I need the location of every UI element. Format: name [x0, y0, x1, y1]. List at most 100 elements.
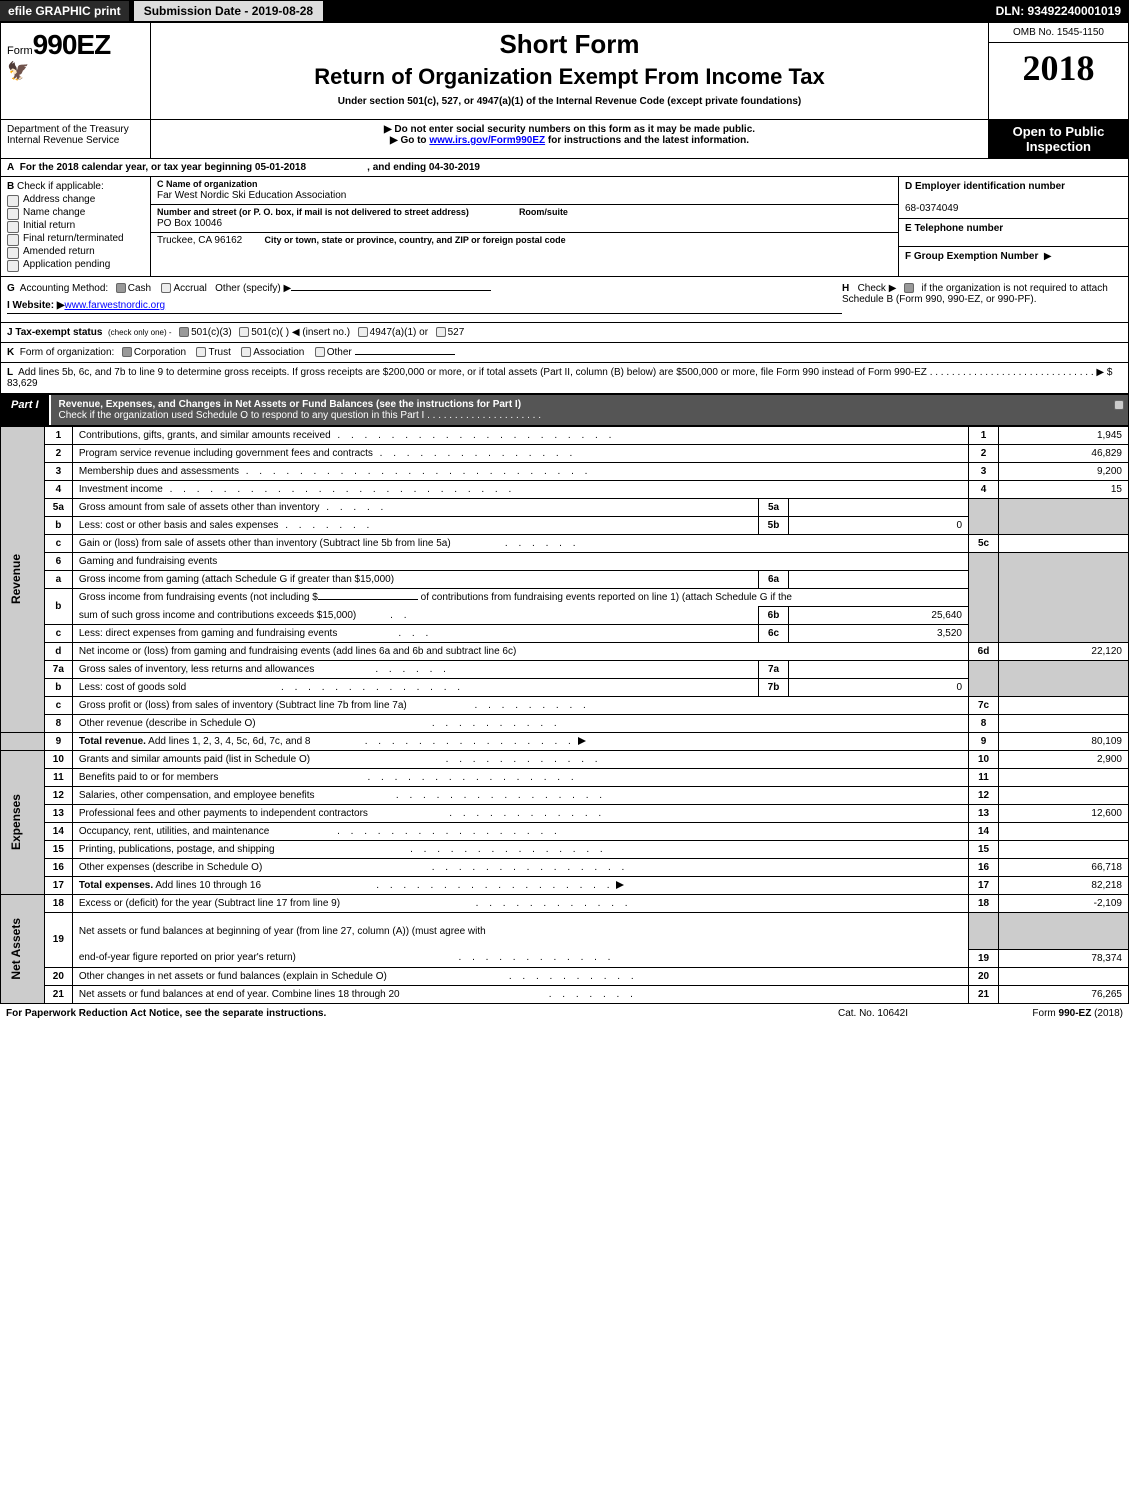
k-trust-checkbox[interactable] — [196, 347, 206, 357]
grey-6 — [969, 553, 999, 643]
other-specify-line[interactable] — [291, 290, 491, 291]
irs-seal-icon: 🦅 — [7, 61, 29, 81]
check-address[interactable]: Address change — [7, 194, 144, 205]
ln-20-val — [999, 967, 1129, 985]
ln-12-desc: Salaries, other compensation, and employ… — [72, 787, 968, 805]
period-text2: , and ending 04-30-2019 — [367, 162, 480, 173]
cash-checkbox[interactable] — [116, 283, 126, 293]
ln-8-num: 8 — [44, 715, 72, 733]
check-amended[interactable]: Amended return — [7, 246, 144, 257]
ln-17-num: 17 — [44, 877, 72, 895]
irs-link[interactable]: www.irs.gov/Form990EZ — [429, 135, 545, 146]
ln-20-rnum: 20 — [969, 967, 999, 985]
ln-3-desc: Membership dues and assessments . . . . … — [72, 463, 968, 481]
city-box: Truckee, CA 96162 City or town, state or… — [151, 233, 898, 261]
g-label: G — [7, 283, 15, 294]
line-9: 9 Total revenue. Add lines 1, 2, 3, 4, 5… — [1, 733, 1129, 751]
k-o4: Other — [327, 347, 352, 358]
line-13: 13 Professional fees and other payments … — [1, 805, 1129, 823]
j-501c3-checkbox[interactable] — [179, 327, 189, 337]
k-other-line[interactable] — [355, 354, 455, 355]
k-text: Form of organization: — [20, 347, 115, 358]
k-corp-checkbox[interactable] — [122, 347, 132, 357]
return-title: Return of Organization Exempt From Incom… — [171, 64, 968, 90]
ln-4-val: 15 — [999, 481, 1129, 499]
check-name[interactable]: Name change — [7, 207, 144, 218]
ln-6b-mid: 6b — [759, 607, 789, 625]
fundraising-amount-line[interactable] — [318, 599, 418, 600]
group-exemption-box: F Group Exemption Number ▶ — [899, 247, 1128, 275]
ln-6a-mval — [789, 571, 969, 589]
ln-8-rnum: 8 — [969, 715, 999, 733]
j-4947-checkbox[interactable] — [358, 327, 368, 337]
h-check: H Check ▶ if the organization is not req… — [842, 283, 1122, 316]
arrow-icon — [578, 737, 586, 745]
e-label: E Telephone number — [905, 223, 1003, 234]
ln-20-num: 20 — [44, 967, 72, 985]
form-number-box: Form990EZ 🦅 — [1, 23, 151, 119]
dept-row: Department of the Treasury Internal Reve… — [0, 120, 1129, 159]
line-8: 8 Other revenue (describe in Schedule O)… — [1, 715, 1129, 733]
k-assoc-checkbox[interactable] — [241, 347, 251, 357]
ln-1-num: 1 — [44, 427, 72, 445]
k-other-checkbox[interactable] — [315, 347, 325, 357]
ln-10-val: 2,900 — [999, 751, 1129, 769]
h-checkbox[interactable] — [904, 283, 914, 293]
netassets-sidebar: Net Assets — [1, 895, 45, 1004]
line-2: 2 Program service revenue including gove… — [1, 445, 1129, 463]
ln-7b-num: b — [44, 679, 72, 697]
ln-7c-num: c — [44, 697, 72, 715]
line-3: 3 Membership dues and assessments . . . … — [1, 463, 1129, 481]
g-cash: Cash — [128, 283, 151, 294]
ghi-left: G Accounting Method: Cash Accrual Other … — [7, 283, 842, 316]
ln-7a-num: 7a — [44, 661, 72, 679]
check-final[interactable]: Final return/terminated — [7, 233, 144, 244]
l-label: L — [7, 367, 13, 378]
period-text1: For the 2018 calendar year, or tax year … — [20, 162, 306, 173]
k-o3: Association — [253, 347, 304, 358]
ln-6a-mid: 6a — [759, 571, 789, 589]
line-5a: 5a Gross amount from sale of assets othe… — [1, 499, 1129, 517]
short-form-title: Short Form — [171, 29, 968, 60]
part-1-label: Part I — [1, 395, 51, 425]
part-1-checkbox[interactable] — [1108, 395, 1128, 425]
ln-15-desc: Printing, publications, postage, and shi… — [72, 841, 968, 859]
g-accrual: Accrual — [173, 283, 206, 294]
org-info: C Name of organization Far West Nordic S… — [151, 177, 898, 276]
grey-5v — [999, 499, 1129, 535]
city: Truckee, CA 96162 — [157, 235, 242, 246]
k-o1: Corporation — [134, 347, 186, 358]
line-5b: b Less: cost or other basis and sales ex… — [1, 517, 1129, 535]
accrual-checkbox[interactable] — [161, 283, 171, 293]
ln-12-rnum: 12 — [969, 787, 999, 805]
h-label: H — [842, 283, 849, 294]
check-pending[interactable]: Application pending — [7, 259, 144, 270]
ln-16-desc: Other expenses (describe in Schedule O) … — [72, 859, 968, 877]
ln-12-num: 12 — [44, 787, 72, 805]
ln-17-desc: Total expenses. Add lines 10 through 16 … — [72, 877, 968, 895]
revenue-sidebar: Revenue — [1, 427, 45, 733]
ln-3-val: 9,200 — [999, 463, 1129, 481]
ln-4-desc: Investment income . . . . . . . . . . . … — [72, 481, 968, 499]
website-link[interactable]: www.farwestnordic.org — [65, 300, 166, 311]
j-527-checkbox[interactable] — [436, 327, 446, 337]
check-initial[interactable]: Initial return — [7, 220, 144, 231]
netassets-label: Net Assets — [7, 898, 27, 1000]
note-goto-pre: ▶ Go to — [390, 135, 429, 146]
d-label: D Employer identification number — [905, 181, 1065, 192]
grey-7 — [969, 661, 999, 697]
ln-5a-mval — [789, 499, 969, 517]
ln-11-rnum: 11 — [969, 769, 999, 787]
accounting-method: G Accounting Method: Cash Accrual Other … — [7, 283, 842, 294]
ln-5a-mid: 5a — [759, 499, 789, 517]
ln-6-num: 6 — [44, 553, 72, 571]
part-1-title: Revenue, Expenses, and Changes in Net As… — [51, 395, 1108, 425]
ln-9-num: 9 — [44, 733, 72, 751]
line-19-1: 19 Net assets or fund balances at beginn… — [1, 913, 1129, 950]
tax-period: A For the 2018 calendar year, or tax yea… — [0, 159, 1129, 177]
b-text: Check if applicable: — [17, 181, 104, 192]
ln-19-desc1: Net assets or fund balances at beginning… — [72, 913, 968, 950]
ln-7b-mid: 7b — [759, 679, 789, 697]
j-501c-checkbox[interactable] — [239, 327, 249, 337]
ln-14-num: 14 — [44, 823, 72, 841]
